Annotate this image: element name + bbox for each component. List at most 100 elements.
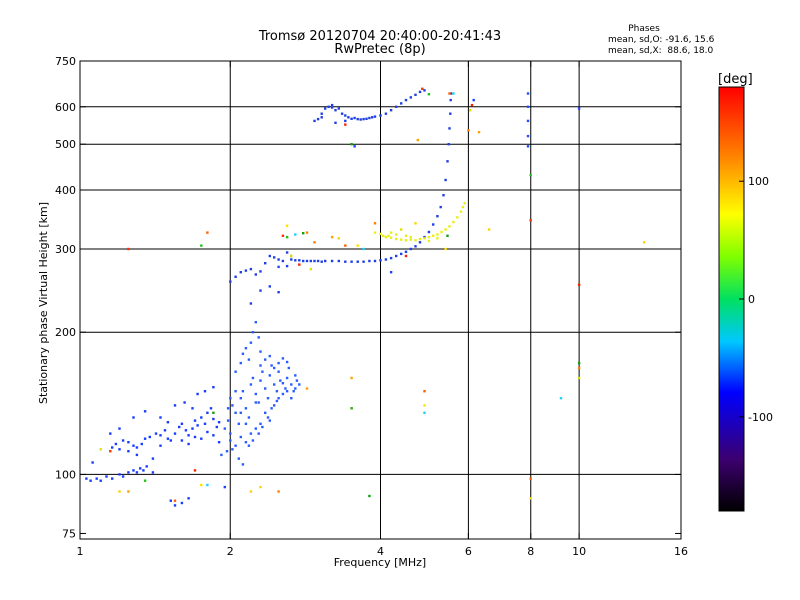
chart-title: Tromsø 20120704 20:40:00-20:41:43 (258, 29, 501, 44)
data-point (404, 234, 408, 237)
data-point (330, 235, 334, 239)
data-point (191, 407, 194, 410)
data-point (259, 485, 262, 489)
data-point (143, 437, 147, 440)
data-point (281, 259, 285, 263)
data-point (432, 234, 435, 237)
data-point (151, 471, 155, 474)
data-point (395, 233, 398, 236)
data-point (277, 397, 280, 400)
data-point (173, 432, 177, 435)
data-point (109, 450, 112, 453)
data-point (244, 441, 248, 444)
data-point (344, 260, 347, 263)
data-point (467, 129, 470, 132)
colorbar-ticks: 100 0 -100 (739, 175, 773, 424)
data-point (127, 247, 130, 251)
data-point (526, 145, 530, 148)
data-point (169, 439, 172, 442)
data-point (206, 483, 209, 487)
data-point (526, 134, 530, 138)
data-point (295, 379, 299, 382)
data-point (121, 439, 125, 442)
data-point (373, 259, 377, 263)
data-point (229, 280, 232, 283)
data-point (400, 252, 403, 256)
data-point (212, 411, 215, 414)
data-point (215, 425, 218, 429)
data-point (324, 107, 327, 110)
data-point (400, 238, 403, 241)
data-point (254, 273, 257, 276)
data-point (294, 387, 297, 390)
data-point (200, 483, 203, 487)
data-point (309, 259, 312, 263)
data-point (259, 379, 262, 382)
data-point (244, 347, 248, 350)
data-point (356, 244, 359, 247)
data-point (184, 429, 188, 432)
chart-subtitle: RwPretec (8p) (334, 42, 425, 57)
x-tick-label: 8 (527, 545, 534, 558)
data-point (350, 260, 353, 263)
data-point (305, 231, 309, 234)
data-point (261, 425, 264, 429)
data-point (316, 117, 320, 121)
data-point (226, 419, 230, 422)
data-point (359, 118, 362, 121)
data-point (427, 235, 431, 239)
data-point (132, 416, 135, 419)
data-point (463, 202, 466, 205)
data-point (298, 259, 301, 262)
data-point (353, 145, 356, 148)
data-point (313, 241, 316, 244)
data-point (281, 392, 285, 396)
data-point (577, 283, 581, 286)
data-point (365, 117, 368, 120)
data-point (294, 233, 297, 236)
data-point (237, 422, 240, 425)
data-point (135, 471, 139, 474)
data-point (285, 251, 289, 254)
data-point (187, 434, 190, 437)
data-point (279, 379, 282, 382)
x-axis-label: Frequency [MHz] (334, 556, 426, 569)
data-point (111, 446, 114, 449)
data-point (389, 231, 393, 234)
data-point (259, 350, 262, 353)
data-point (414, 222, 417, 225)
data-point (239, 397, 242, 400)
data-point (234, 370, 237, 373)
data-point (200, 416, 203, 419)
data-point (127, 450, 130, 453)
colorbar-label: [deg] (718, 72, 753, 87)
data-point (206, 430, 209, 434)
data-point (281, 234, 285, 237)
data-point (423, 390, 426, 393)
data-point (444, 178, 447, 182)
data-point (135, 453, 139, 457)
data-point (337, 107, 340, 110)
data-point (231, 448, 234, 451)
data-point (416, 138, 419, 142)
data-point (249, 432, 253, 435)
data-point (200, 244, 203, 247)
data-point (239, 271, 242, 274)
data-point (254, 427, 257, 430)
data-point (270, 407, 273, 410)
data-point (384, 258, 388, 261)
data-point (452, 220, 455, 224)
data-point (461, 205, 465, 209)
data-point (444, 247, 447, 251)
data-point (368, 116, 371, 120)
data-point (389, 271, 393, 274)
data-point (163, 429, 167, 432)
data-point (526, 119, 530, 123)
phase-box-line-o: mean, sd,O: -91.6, 15.6 (608, 35, 715, 45)
data-point (89, 479, 92, 482)
y-tick-label: 100 (55, 468, 76, 481)
data-point (268, 354, 271, 358)
data-point (217, 441, 221, 444)
data-point (379, 259, 382, 262)
